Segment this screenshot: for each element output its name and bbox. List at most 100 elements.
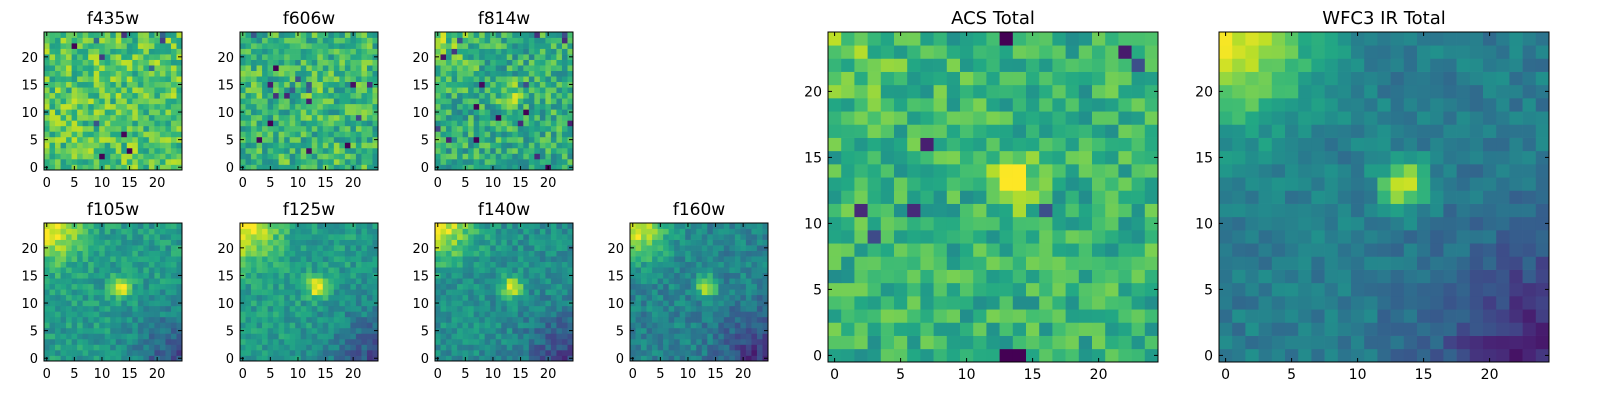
heatmap-cell [132, 300, 138, 306]
heatmap-cell [457, 153, 463, 159]
heatmap-cell [518, 306, 524, 312]
heatmap-cell [512, 87, 518, 93]
heatmap-cell [757, 251, 763, 257]
heatmap-cell [556, 322, 562, 328]
heatmap-cell [647, 256, 653, 262]
x-tick-label: 10 [680, 367, 697, 382]
heatmap-cell [138, 229, 144, 235]
heatmap-cell [176, 115, 182, 121]
heatmap-cell [301, 350, 307, 356]
heatmap-cell [171, 76, 177, 82]
heatmap-cell [496, 322, 502, 328]
heatmap-cell [290, 273, 296, 279]
heatmap-cell [920, 270, 934, 284]
heatmap-cell [361, 311, 367, 317]
heatmap-cell [1039, 296, 1053, 310]
heatmap-cell [372, 120, 378, 126]
heatmap-cell [647, 229, 653, 235]
heatmap-cell [641, 229, 647, 235]
heatmap-cell [77, 300, 83, 306]
heatmap-cell [339, 350, 345, 356]
heatmap-cell [441, 49, 447, 55]
heatmap-cell [1145, 204, 1159, 218]
heatmap-cell [757, 339, 763, 345]
heatmap-cell [334, 306, 340, 312]
heatmap-cell [669, 350, 675, 356]
heatmap-cell [691, 289, 697, 295]
heatmap-cell [446, 43, 452, 49]
heatmap-cell [105, 245, 111, 251]
heatmap-cell [1052, 322, 1066, 336]
heatmap-cell [301, 76, 307, 82]
heatmap-cell [105, 295, 111, 301]
heatmap-cell [934, 296, 948, 310]
heatmap-cell [110, 240, 116, 246]
heatmap-cell [367, 262, 373, 268]
heatmap-cell [132, 344, 138, 350]
heatmap-cell [636, 339, 642, 345]
heatmap-cell [44, 306, 50, 312]
heatmap-cell [372, 104, 378, 110]
heatmap-cell [99, 306, 105, 312]
heatmap-cell [496, 109, 502, 115]
heatmap-cell [251, 115, 257, 121]
heatmap-cell [479, 245, 485, 251]
heatmap-cell [50, 223, 56, 229]
heatmap-cell [160, 32, 166, 38]
heatmap-cell [345, 262, 351, 268]
heatmap-cell [457, 126, 463, 132]
heatmap-cell [724, 355, 730, 361]
heatmap-cell [328, 76, 334, 82]
heatmap-cell [762, 350, 768, 356]
heatmap-cell [72, 229, 78, 235]
heatmap-cell [507, 76, 513, 82]
heatmap-cell [1079, 256, 1093, 270]
heatmap-cell [334, 229, 340, 235]
heatmap-cell [251, 267, 257, 273]
heatmap-cell [468, 148, 474, 154]
heatmap-cell [116, 82, 122, 88]
heatmap-cell [94, 131, 100, 137]
heatmap-cell [669, 229, 675, 235]
heatmap-cell [284, 54, 290, 60]
heatmap-cell [273, 322, 279, 328]
heatmap-cell [279, 38, 285, 44]
heatmap-cell [713, 295, 719, 301]
heatmap-cell [523, 120, 529, 126]
x-tick-label: 5 [70, 176, 78, 191]
heatmap-cell [463, 82, 469, 88]
heatmap-cell [518, 289, 524, 295]
heatmap-cell [468, 240, 474, 246]
heatmap-cell [295, 300, 301, 306]
heatmap-cell [143, 240, 149, 246]
heatmap-cell [713, 300, 719, 306]
heatmap-cell [658, 262, 664, 268]
heatmap-cell [729, 251, 735, 257]
heatmap-cell [540, 93, 546, 99]
heatmap-cell [479, 60, 485, 66]
heatmap-cell [1079, 296, 1093, 310]
heatmap-cell [160, 164, 166, 170]
heatmap-cell [44, 344, 50, 350]
heatmap-cell [127, 82, 133, 88]
heatmap-cell [317, 350, 323, 356]
heatmap-cell [171, 262, 177, 268]
heatmap-cell [729, 273, 735, 279]
heatmap-cell [132, 54, 138, 60]
heatmap-cell [658, 306, 664, 312]
heatmap-cell [534, 355, 540, 361]
heatmap-cell [88, 54, 94, 60]
heatmap-cell [529, 38, 535, 44]
heatmap-cell [636, 300, 642, 306]
heatmap-cell [55, 137, 61, 143]
heatmap-cell [176, 251, 182, 257]
heatmap-cell [490, 115, 496, 121]
heatmap-cell [116, 267, 122, 273]
heatmap-cell [279, 306, 285, 312]
heatmap-cell [474, 317, 480, 323]
heatmap-cell [647, 234, 653, 240]
heatmap-cell [66, 240, 72, 246]
heatmap-cell [127, 159, 133, 165]
heatmap-cell [479, 126, 485, 132]
heatmap-cell [44, 240, 50, 246]
